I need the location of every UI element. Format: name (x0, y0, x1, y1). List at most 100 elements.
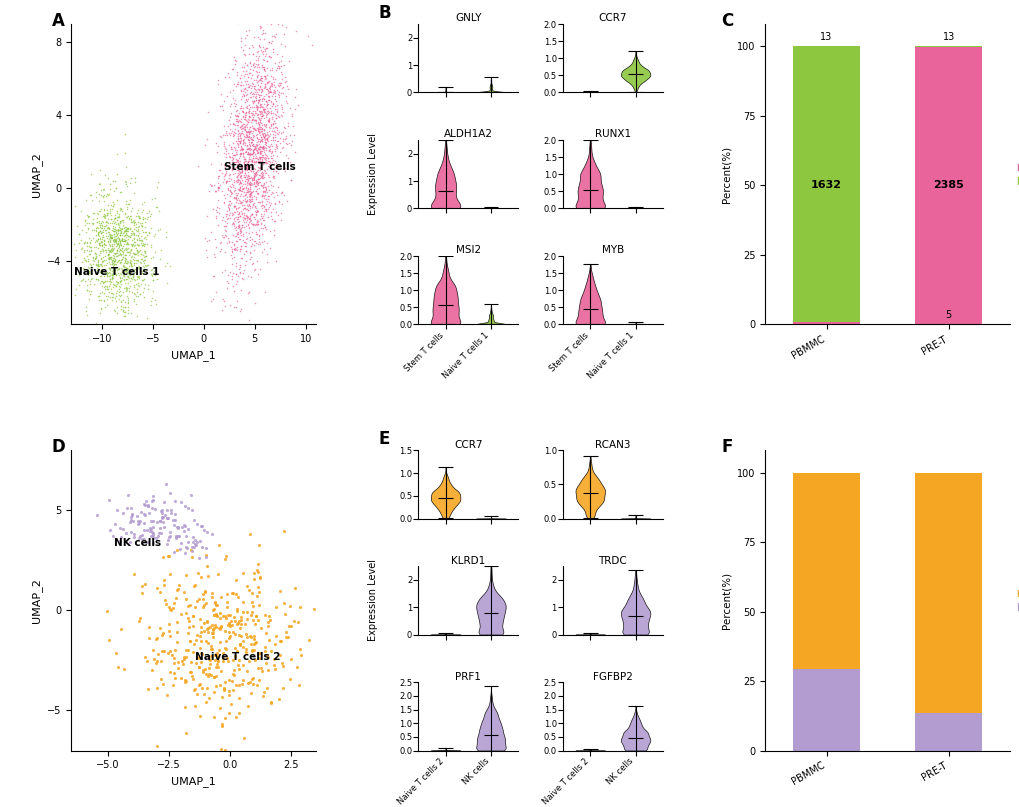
Point (139, 259, 155, 272)
Point (95, 224, 111, 236)
Point (99, 266, 115, 279)
Point (221, 199, 237, 211)
Point (262, 105, 278, 118)
Point (256, 119, 272, 132)
Point (260, 75, 276, 88)
Point (254, 169, 270, 182)
Point (220, 199, 236, 211)
Point (102, 524, 118, 537)
Point (123, 272, 140, 285)
Point (129, 517, 146, 530)
Point (121, 245, 138, 257)
Point (269, 87, 285, 100)
Point (226, 53, 243, 66)
Point (238, 190, 255, 203)
Point (230, 207, 247, 220)
Text: Stem T cells: Stem T cells (224, 161, 296, 172)
Point (268, 139, 284, 152)
Point (227, 192, 244, 205)
Point (239, 93, 256, 106)
Point (116, 224, 132, 237)
Point (232, 112, 249, 125)
Point (250, 143, 266, 156)
Point (100, 171, 116, 184)
Point (154, 504, 170, 516)
Point (240, 150, 257, 163)
Point (243, 56, 259, 69)
Point (93, 189, 109, 202)
Point (274, 132, 290, 145)
Point (250, 205, 266, 218)
Point (101, 243, 117, 256)
Point (259, 94, 275, 107)
Point (256, 102, 272, 115)
Point (236, 31, 253, 44)
Point (239, 157, 256, 169)
Point (229, 77, 246, 90)
Point (254, 689, 270, 702)
Point (101, 227, 117, 240)
Point (104, 231, 120, 244)
Point (186, 579, 203, 592)
Point (253, 105, 269, 118)
Point (110, 227, 126, 240)
Point (231, 182, 248, 194)
Point (246, 244, 262, 257)
Point (244, 257, 260, 270)
Point (238, 142, 255, 155)
Point (94, 242, 110, 255)
Point (83, 168, 99, 181)
Point (240, 654, 257, 667)
Point (117, 254, 133, 267)
Point (93, 203, 109, 215)
Point (105, 262, 121, 275)
Point (143, 222, 159, 235)
Point (118, 270, 135, 282)
Point (135, 286, 151, 299)
Point (222, 168, 238, 181)
Point (256, 203, 272, 215)
Point (117, 224, 133, 236)
Point (260, 190, 276, 203)
Point (85, 217, 101, 230)
Point (133, 224, 150, 236)
Point (114, 229, 130, 242)
Point (252, 98, 268, 111)
Point (242, 62, 258, 75)
Point (204, 180, 220, 193)
Point (189, 536, 205, 549)
Point (100, 280, 116, 293)
Point (121, 245, 138, 258)
Point (119, 224, 136, 237)
Point (146, 230, 162, 243)
Point (234, 252, 251, 265)
Point (265, 73, 281, 86)
Point (100, 266, 116, 279)
Point (245, 146, 261, 159)
Point (263, 133, 279, 146)
Point (116, 242, 132, 255)
Point (225, 199, 242, 212)
Point (226, 243, 243, 256)
Point (158, 504, 174, 516)
Point (105, 269, 121, 282)
Point (250, 178, 266, 191)
Point (108, 274, 124, 287)
Point (244, 100, 260, 113)
Point (272, 109, 288, 122)
Point (255, 128, 271, 140)
Point (136, 251, 152, 264)
Point (96, 266, 112, 279)
Point (327, 632, 343, 645)
Point (129, 239, 146, 252)
Point (102, 207, 118, 220)
Point (204, 618, 220, 631)
Point (255, 184, 271, 197)
Point (273, 110, 289, 123)
Point (240, 177, 257, 190)
Point (102, 245, 118, 257)
Point (242, 78, 258, 91)
Point (109, 228, 125, 241)
Point (284, 109, 301, 122)
Point (231, 190, 248, 203)
